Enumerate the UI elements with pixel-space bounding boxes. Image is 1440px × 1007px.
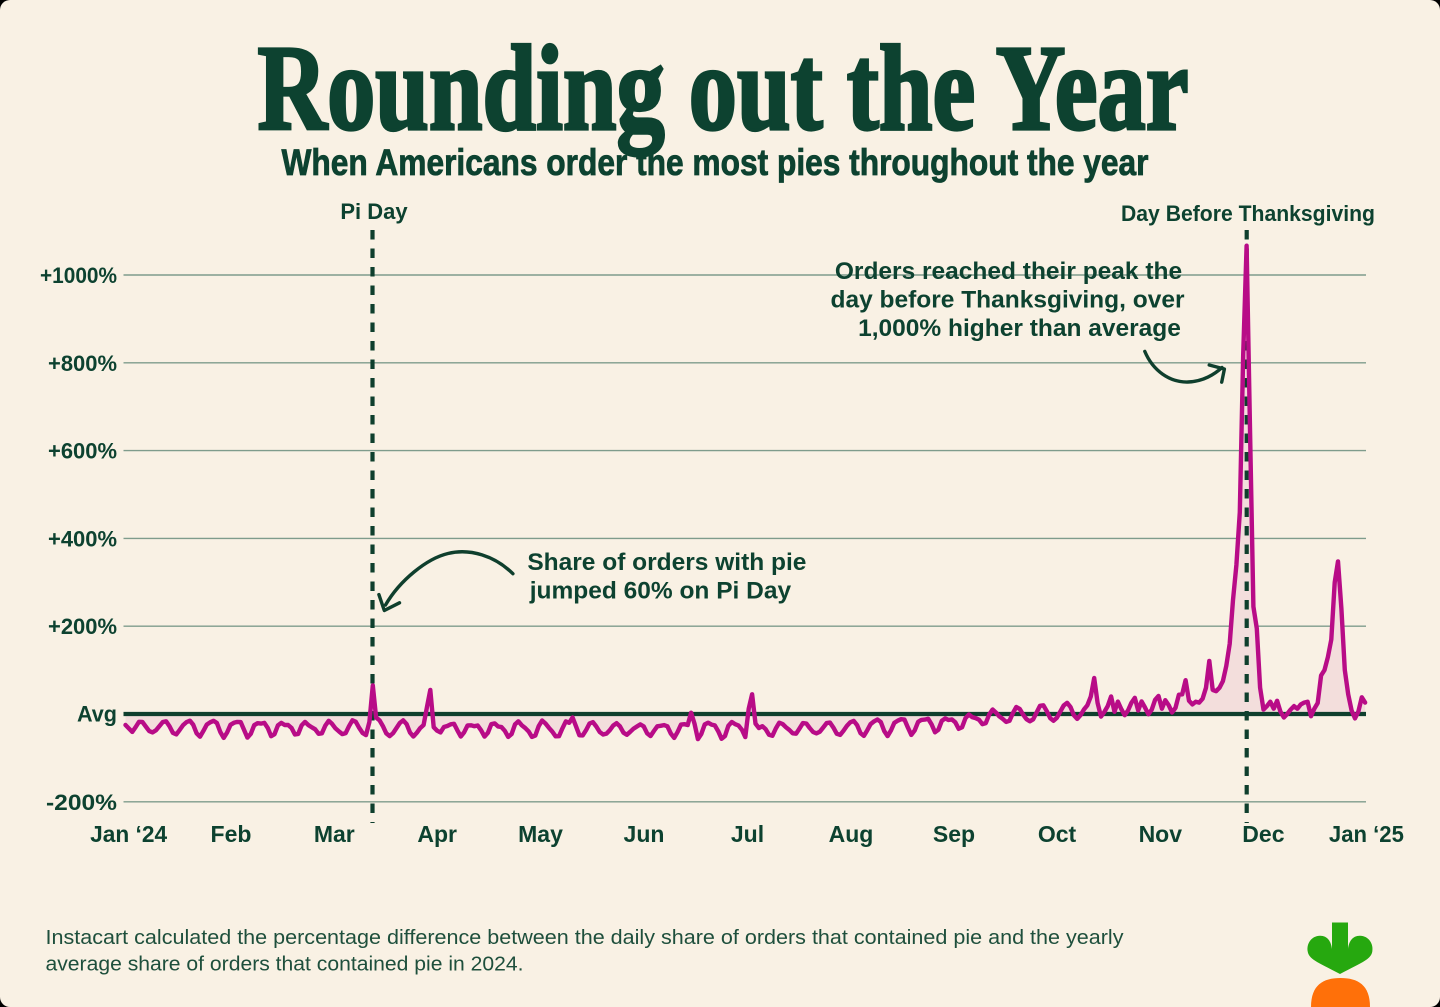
svg-text:Orders reached their peak the: Orders reached their peak the: [835, 258, 1182, 285]
svg-text:day before Thanksgiving, over: day before Thanksgiving, over: [831, 287, 1185, 314]
svg-text:Apr: Apr: [417, 821, 457, 847]
svg-text:+600%: +600%: [48, 439, 117, 464]
svg-text:Share of orders with pie: Share of orders with pie: [527, 549, 806, 576]
svg-text:-200%: -200%: [46, 790, 117, 815]
svg-text:Feb: Feb: [211, 821, 252, 847]
svg-text:Oct: Oct: [1038, 821, 1077, 847]
svg-text:Jul: Jul: [731, 821, 764, 847]
svg-text:Instacart calculated the perce: Instacart calculated the percentage diff…: [46, 926, 1125, 949]
svg-text:1,000% higher than average: 1,000% higher than average: [858, 315, 1181, 342]
svg-text:Avg: Avg: [77, 702, 117, 727]
svg-text:May: May: [518, 821, 563, 847]
svg-text:Rounding out the Year: Rounding out the Year: [258, 21, 1189, 156]
svg-text:Jan ‘24: Jan ‘24: [90, 821, 167, 847]
svg-text:When Americans order the most: When Americans order the most pies throu…: [282, 142, 1149, 183]
svg-text:Aug: Aug: [829, 821, 874, 847]
svg-text:+800%: +800%: [48, 351, 117, 376]
svg-text:Nov: Nov: [1139, 821, 1183, 847]
svg-text:+1000%: +1000%: [40, 263, 117, 288]
svg-text:jumped 60% on Pi Day: jumped 60% on Pi Day: [529, 578, 792, 605]
svg-text:Pi Day: Pi Day: [340, 199, 408, 224]
svg-text:+200%: +200%: [48, 614, 117, 639]
svg-text:Jun: Jun: [624, 821, 665, 847]
svg-text:Dec: Dec: [1242, 821, 1284, 847]
svg-text:Day Before Thanksgiving: Day Before Thanksgiving: [1121, 201, 1375, 226]
svg-text:Jan ‘25: Jan ‘25: [1329, 821, 1404, 847]
svg-text:+400%: +400%: [48, 526, 117, 551]
svg-text:average share of orders that c: average share of orders that contained p…: [46, 953, 524, 976]
svg-text:Sep: Sep: [933, 821, 975, 847]
svg-text:Mar: Mar: [314, 821, 355, 847]
